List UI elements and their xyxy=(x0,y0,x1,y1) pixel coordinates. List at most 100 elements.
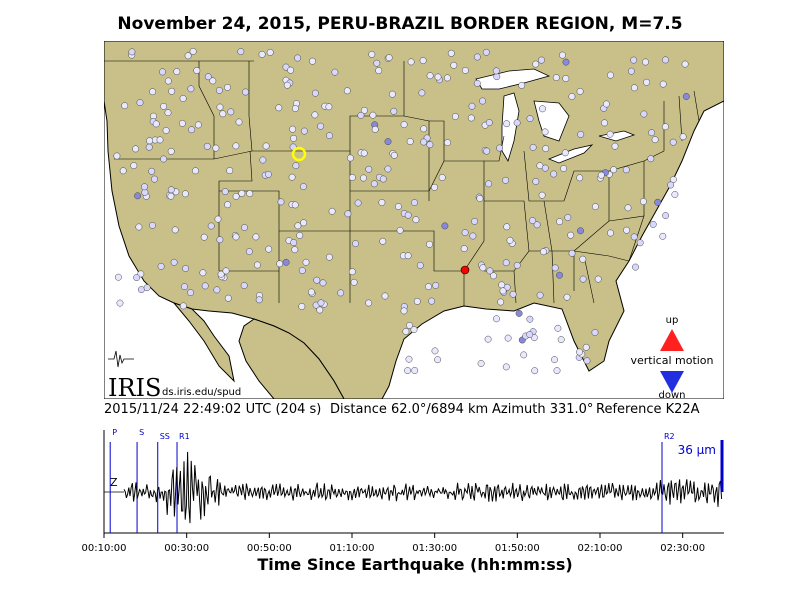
station-marker xyxy=(502,259,510,267)
station-marker xyxy=(121,102,129,110)
station-marker xyxy=(441,222,449,230)
station-marker xyxy=(331,68,339,76)
station-marker xyxy=(627,67,635,75)
station-marker xyxy=(551,264,559,272)
station-marker xyxy=(298,303,306,310)
station-marker xyxy=(371,125,379,133)
station-marker xyxy=(298,267,306,274)
azimuth-readout: Azimuth 331.0° xyxy=(492,402,594,417)
station-marker xyxy=(529,143,537,151)
station-marker xyxy=(661,123,669,131)
x-tick-label: 01:10:00 xyxy=(330,543,375,554)
station-marker xyxy=(559,51,566,59)
station-marker xyxy=(291,105,299,112)
station-marker xyxy=(485,180,493,188)
station-marker xyxy=(532,60,540,68)
station-marker xyxy=(550,170,558,178)
station-marker xyxy=(482,48,490,56)
legend-label: vertical motion xyxy=(630,354,713,367)
station-marker xyxy=(258,50,266,58)
station-marker xyxy=(264,170,272,178)
station-marker xyxy=(526,315,534,323)
lake-superior xyxy=(475,68,551,90)
station-marker xyxy=(348,174,356,181)
station-marker xyxy=(659,80,667,88)
station-marker xyxy=(350,278,358,286)
station-marker xyxy=(567,231,575,239)
station-marker xyxy=(283,81,291,89)
station-marker xyxy=(194,121,202,129)
station-marker xyxy=(520,351,528,359)
station-marker xyxy=(294,54,302,62)
station-marker xyxy=(485,119,493,127)
station-marker xyxy=(493,73,501,81)
station-marker xyxy=(577,227,584,235)
station-marker xyxy=(471,217,479,225)
x-tick-label: 00:30:00 xyxy=(164,543,209,554)
station-marker xyxy=(654,198,662,206)
station-marker xyxy=(384,165,392,173)
station-marker xyxy=(170,258,178,266)
station-marker xyxy=(360,174,367,182)
station-marker xyxy=(326,132,333,140)
station-marker xyxy=(242,88,249,96)
station-marker xyxy=(473,79,481,87)
reference-station-marker xyxy=(291,146,307,162)
station-marker xyxy=(513,119,521,127)
station-marker xyxy=(282,258,290,266)
station-marker xyxy=(610,166,618,174)
station-marker xyxy=(201,282,209,290)
station-marker xyxy=(265,245,273,253)
station-marker xyxy=(187,289,194,297)
lake-ontario xyxy=(598,130,636,142)
station-marker xyxy=(328,207,336,215)
station-marker xyxy=(370,180,378,188)
station-marker xyxy=(179,95,187,102)
station-marker xyxy=(538,56,545,64)
x-tick-label: 02:10:00 xyxy=(578,543,623,554)
station-marker xyxy=(317,299,325,307)
station-marker xyxy=(538,191,546,199)
station-marker xyxy=(431,183,438,191)
station-marker xyxy=(252,233,260,241)
station-marker xyxy=(381,292,389,300)
station-marker xyxy=(343,87,351,95)
station-marker xyxy=(277,198,285,206)
station-marker xyxy=(498,281,506,289)
station-marker xyxy=(563,293,571,301)
station-marker xyxy=(622,166,630,174)
station-marker xyxy=(116,299,124,307)
station-marker xyxy=(648,129,656,137)
x-tick-label: 01:50:00 xyxy=(495,543,540,554)
station-marker xyxy=(492,67,500,75)
station-marker xyxy=(145,143,153,151)
station-marker xyxy=(173,68,181,76)
station-marker xyxy=(149,88,157,96)
station-marker xyxy=(606,130,614,138)
station-marker xyxy=(502,363,510,371)
station-marker xyxy=(639,198,647,205)
station-marker xyxy=(597,171,605,179)
station-marker xyxy=(529,217,537,225)
station-marker xyxy=(134,192,142,200)
station-marker xyxy=(583,357,591,365)
station-marker xyxy=(288,173,296,181)
station-marker xyxy=(309,57,316,65)
station-marker xyxy=(568,249,576,257)
station-marker xyxy=(536,291,544,299)
station-marker xyxy=(167,192,175,200)
station-marker xyxy=(394,203,402,210)
station-marker xyxy=(405,355,413,363)
station-marker xyxy=(461,229,469,237)
station-marker xyxy=(669,138,677,146)
station-marker xyxy=(418,89,426,97)
station-marker xyxy=(659,232,667,240)
station-marker xyxy=(669,176,677,184)
station-marker xyxy=(373,59,381,67)
station-marker xyxy=(137,286,145,294)
station-marker xyxy=(214,215,222,223)
station-marker xyxy=(611,142,619,150)
iris-logo-text: IRIS xyxy=(108,374,161,399)
seismogram-trace xyxy=(123,451,723,524)
station-marker xyxy=(253,261,261,269)
